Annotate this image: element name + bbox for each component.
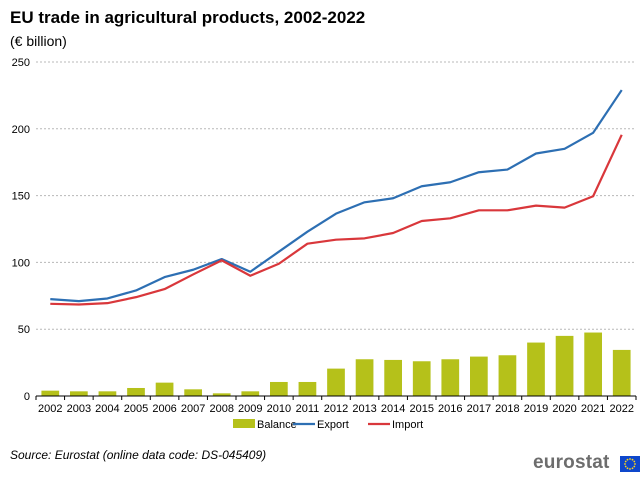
x-tick-label: 2006 bbox=[152, 403, 176, 415]
bar-balance bbox=[98, 391, 117, 396]
bar-balance bbox=[498, 355, 517, 396]
logo-text: eurostat bbox=[533, 452, 610, 473]
bar-balance bbox=[212, 393, 231, 396]
bar-balance bbox=[184, 389, 202, 396]
x-tick-label: 2012 bbox=[324, 403, 348, 415]
bar-balance bbox=[298, 381, 317, 396]
x-tick-label: 2017 bbox=[467, 403, 491, 415]
y-tick-label: 200 bbox=[12, 124, 30, 136]
x-tick-label: 2010 bbox=[267, 403, 291, 415]
bars-layer bbox=[41, 332, 631, 396]
x-tick-label: 2008 bbox=[209, 403, 233, 415]
legend-label-export: Export bbox=[317, 419, 349, 431]
y-tick-label: 250 bbox=[12, 57, 30, 69]
chart-title: EU trade in agricultural products, 2002-… bbox=[10, 8, 366, 27]
legend-swatch-balance bbox=[233, 419, 255, 428]
bar-balance bbox=[70, 391, 88, 396]
bar-balance bbox=[384, 359, 402, 396]
axis-layer: 0 50 100 150 200 250 2002 2003 2004 2005 2006 2007 2… bbox=[12, 57, 637, 415]
y-tick-label: 50 bbox=[18, 324, 30, 336]
legend-label-balance: Balance bbox=[257, 419, 297, 431]
x-tick-label: 2022 bbox=[609, 403, 633, 415]
bar-balance bbox=[584, 332, 602, 396]
bar-balance bbox=[155, 382, 174, 396]
grid-layer bbox=[36, 61, 636, 330]
bar-balance bbox=[555, 335, 574, 396]
x-tick-label: 2003 bbox=[67, 403, 91, 415]
x-tick-label: 2013 bbox=[352, 403, 376, 415]
line-import bbox=[50, 134, 623, 306]
x-tick-label: 2018 bbox=[495, 403, 519, 415]
x-tick-label: 2015 bbox=[409, 403, 433, 415]
line-export bbox=[50, 89, 623, 303]
legend-label-import: Import bbox=[392, 419, 423, 431]
bar-balance bbox=[355, 359, 374, 396]
x-tick-label: 2016 bbox=[438, 403, 462, 415]
chart-svg: 0 50 100 150 200 250 2002 2003 2004 2005 2006 2007 2… bbox=[12, 57, 637, 431]
bar-balance bbox=[527, 342, 545, 396]
eu-flag-icon bbox=[620, 456, 640, 472]
bar-balance bbox=[441, 359, 460, 396]
bar-balance bbox=[127, 387, 145, 396]
bar-balance bbox=[412, 361, 431, 396]
x-tick-label: 2009 bbox=[238, 403, 262, 415]
x-tick-label: 2002 bbox=[38, 403, 62, 415]
source-note: Source: Eurostat (online data code: DS-0… bbox=[10, 448, 267, 462]
x-tick-label: 2014 bbox=[381, 403, 405, 415]
y-tick-label: 100 bbox=[12, 257, 30, 269]
bar-balance bbox=[241, 391, 260, 396]
x-tick-label: 2020 bbox=[552, 403, 576, 415]
x-tick-label: 2005 bbox=[124, 403, 148, 415]
chart-subtitle: (€ billion) bbox=[10, 33, 67, 49]
bar-balance bbox=[470, 356, 488, 396]
y-tick-label: 150 bbox=[12, 191, 30, 203]
x-tick-label: 2019 bbox=[524, 403, 548, 415]
x-tick-label: 2011 bbox=[296, 403, 320, 415]
x-tick-label: 2007 bbox=[181, 403, 205, 415]
bar-balance bbox=[270, 381, 288, 396]
legend: Balance Export Import bbox=[233, 419, 423, 431]
bar-balance bbox=[41, 390, 60, 396]
x-tick-label: 2021 bbox=[581, 403, 605, 415]
bar-balance bbox=[612, 349, 631, 396]
x-tick-label: 2004 bbox=[95, 403, 119, 415]
bar-balance bbox=[327, 368, 345, 396]
lines-layer bbox=[50, 89, 623, 306]
y-tick-label: 0 bbox=[24, 391, 30, 403]
